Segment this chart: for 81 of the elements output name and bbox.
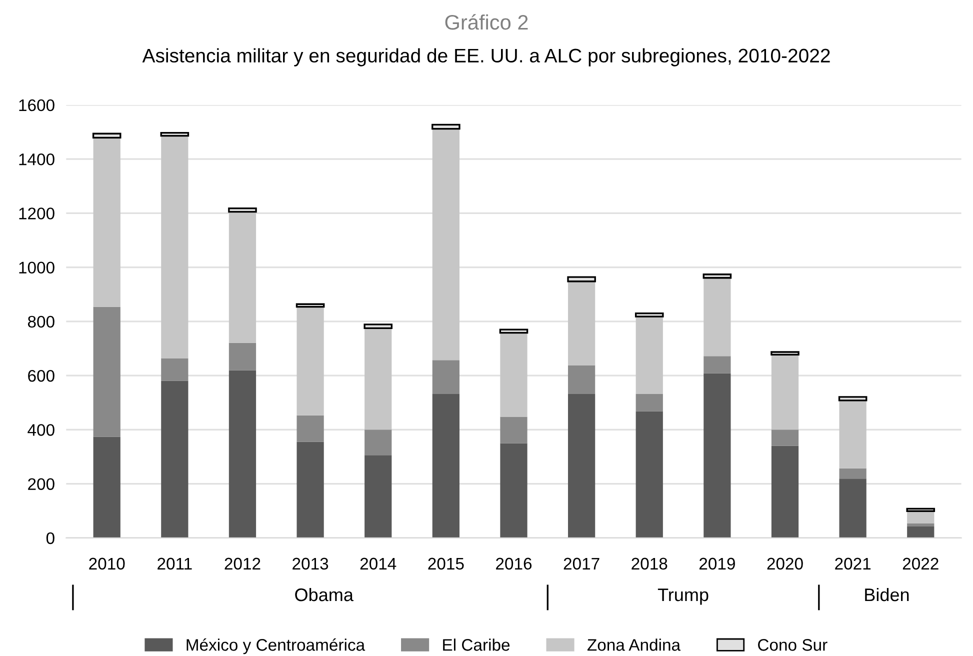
- bar: [838, 396, 868, 402]
- x-tick-label: 2015: [428, 558, 464, 570]
- bar: [92, 132, 122, 139]
- bar: [704, 373, 731, 538]
- bar: [704, 356, 731, 374]
- bar: [296, 306, 324, 416]
- legend-label: México y Centroamérica: [186, 638, 366, 654]
- bar: [296, 415, 324, 442]
- text: Trump: [658, 588, 708, 605]
- bar: [161, 380, 188, 538]
- bar: [228, 342, 256, 370]
- y-tick-label: 1400: [19, 153, 54, 166]
- bar: [568, 394, 596, 538]
- bar: [432, 360, 460, 394]
- chart-title: Gráfico 2: [445, 14, 528, 30]
- bar: [93, 436, 120, 538]
- legend-label: El Caribe: [443, 638, 510, 651]
- bar: [568, 365, 596, 394]
- x-tick-label: 2012: [224, 558, 260, 570]
- x-tick-label: 2019: [699, 558, 735, 570]
- bar: [567, 276, 596, 282]
- x-tick-label: 2011: [158, 558, 192, 570]
- y-tick-label: 800: [28, 316, 54, 328]
- text: Obama: [295, 588, 354, 602]
- bar: [634, 312, 664, 318]
- bar: [432, 124, 460, 130]
- bar: [907, 523, 934, 527]
- bar: [500, 443, 528, 538]
- bar: [500, 416, 528, 444]
- bar: [636, 394, 663, 412]
- bar: [161, 358, 188, 381]
- x-tick-label: 2020: [767, 558, 803, 570]
- bar: [500, 332, 528, 417]
- bar: [432, 128, 460, 360]
- x-tick-label: 2022: [902, 558, 938, 570]
- bar: [228, 370, 256, 538]
- x-tick-label: 2018: [632, 558, 668, 570]
- bar: [499, 328, 528, 334]
- bar: [636, 316, 663, 394]
- y-tick-label: 1000: [19, 262, 54, 274]
- x-tick-label: 2014: [360, 558, 396, 570]
- bar: [839, 468, 866, 479]
- bar: [296, 442, 324, 538]
- y-tick-label: 0: [46, 532, 54, 544]
- bar: [839, 400, 866, 468]
- text: Biden: [865, 588, 909, 602]
- x-tick-label: 2016: [496, 558, 532, 570]
- bar: [702, 274, 732, 279]
- bar: [839, 478, 866, 538]
- bar: [93, 138, 120, 307]
- bar: [296, 303, 325, 308]
- x-tick-label: 2021: [835, 558, 871, 570]
- bar: [568, 281, 596, 366]
- legend-label: Zona Andina: [587, 638, 681, 651]
- bar: [161, 136, 188, 358]
- bar: [636, 411, 663, 538]
- bar: [364, 455, 392, 538]
- bar: [771, 354, 799, 430]
- legend-label: Cono Sur: [758, 639, 828, 651]
- bar: [704, 278, 731, 356]
- y-tick-label: 1600: [19, 99, 54, 112]
- bar: [160, 132, 190, 137]
- chart-subtitle: Asistencia militar y en seguridad de EE. UU. a ALC por subregiones, 2010-2022: [142, 48, 830, 66]
- bar: [364, 328, 392, 430]
- y-tick-label: 1200: [19, 208, 54, 220]
- bar: [906, 508, 936, 512]
- x-tick-label: 2017: [564, 558, 600, 570]
- bar: [771, 430, 799, 446]
- bar: [907, 526, 934, 538]
- bar: [770, 351, 800, 356]
- y-tick-label: 400: [28, 424, 54, 436]
- y-tick-label: 600: [28, 370, 54, 382]
- y-tick-label: 200: [28, 478, 54, 490]
- bar: [771, 446, 799, 538]
- bar: [228, 212, 256, 343]
- bar: [364, 430, 392, 456]
- bar: [432, 394, 460, 538]
- x-tick-label: 2010: [89, 558, 125, 570]
- x-tick-label: 2013: [292, 558, 328, 570]
- bar: [907, 511, 934, 524]
- bar: [93, 306, 120, 437]
